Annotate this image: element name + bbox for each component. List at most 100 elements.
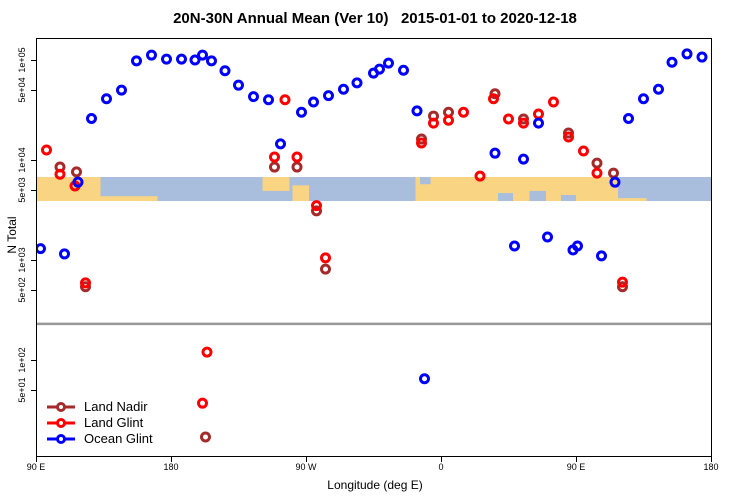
y-tick xyxy=(31,260,36,261)
x-tick-label: 90 W xyxy=(295,462,317,472)
data-point-land-glint xyxy=(41,144,52,156)
data-point-land-glint xyxy=(416,137,427,149)
data-point-ocean-glint xyxy=(323,90,334,102)
data-point-ocean-glint xyxy=(398,64,409,76)
data-point-ocean-glint xyxy=(86,113,97,125)
y-tick-label: 5e+01 xyxy=(17,377,27,403)
data-point-ocean-glint xyxy=(263,94,274,106)
legend-marker-icon xyxy=(47,401,75,412)
plot-area xyxy=(36,38,712,457)
x-tick xyxy=(36,457,37,462)
x-tick-label: 90 E xyxy=(566,462,586,472)
data-point-land-glint xyxy=(291,151,303,163)
data-point-land-nadir xyxy=(617,281,628,293)
data-point-ocean-glint xyxy=(72,176,84,188)
data-point-ocean-glint xyxy=(59,248,70,260)
y-tick xyxy=(31,60,36,61)
data-point-land-glint xyxy=(201,346,213,358)
y-tick-label: 5e+03 xyxy=(17,177,27,203)
data-point-land-nadir xyxy=(291,161,303,173)
data-point-land-glint xyxy=(563,131,574,143)
data-point-land-nadir xyxy=(71,166,82,178)
x-tick xyxy=(576,457,577,462)
y-tick-label: 5e+04 xyxy=(17,77,27,103)
data-point-ocean-glint xyxy=(275,138,286,150)
data-point-ocean-glint xyxy=(518,153,529,165)
data-point-land-nadir xyxy=(591,157,603,169)
legend-marker-icon xyxy=(47,417,75,428)
data-point-land-nadir xyxy=(563,127,574,139)
y-tick xyxy=(31,160,36,161)
data-point-land-glint xyxy=(320,252,331,264)
data-point-land-nadir xyxy=(80,281,91,293)
y-tick xyxy=(31,390,36,392)
data-point-ocean-glint xyxy=(542,231,553,243)
data-point-ocean-glint xyxy=(338,83,349,95)
data-point-ocean-glint xyxy=(533,117,544,129)
data-point-ocean-glint xyxy=(609,176,621,188)
y-tick xyxy=(31,290,36,292)
data-point-ocean-glint xyxy=(572,240,583,252)
y-tick xyxy=(31,190,36,192)
legend: Land Nadir Land Glint Ocean Glint xyxy=(46,399,153,446)
data-point-ocean-glint xyxy=(101,93,112,105)
legend-label: Land Glint xyxy=(84,415,144,430)
data-point-ocean-glint xyxy=(666,56,678,68)
data-point-ocean-glint xyxy=(509,240,520,252)
x-tick-label: 0 xyxy=(438,462,444,472)
data-point-ocean-glint xyxy=(681,48,693,60)
data-point-ocean-glint xyxy=(623,113,634,125)
data-point-land-glint xyxy=(80,277,91,289)
data-point-land-glint xyxy=(443,114,454,126)
data-point-land-glint xyxy=(269,151,280,163)
data-point-land-glint xyxy=(488,93,499,105)
data-point-land-glint xyxy=(578,145,589,157)
data-point-land-glint xyxy=(548,96,559,108)
map-band-land xyxy=(618,198,647,201)
x-tick xyxy=(306,457,307,462)
data-point-land-glint xyxy=(591,167,603,179)
data-point-ocean-glint xyxy=(696,51,708,63)
y-tick xyxy=(31,360,36,361)
data-point-land-glint xyxy=(503,113,514,125)
data-point-land-nadir xyxy=(489,88,501,100)
data-point-ocean-glint xyxy=(206,55,217,67)
data-point-ocean-glint xyxy=(248,91,259,103)
data-point-ocean-glint xyxy=(489,147,501,159)
legend-marker-icon xyxy=(47,433,75,444)
data-point-ocean-glint xyxy=(308,96,319,108)
data-point-ocean-glint xyxy=(411,105,423,117)
map-band-land xyxy=(262,177,290,191)
x-tick xyxy=(441,457,442,462)
data-point-land-glint xyxy=(458,106,469,118)
legend-entry: Land Nadir xyxy=(46,399,153,414)
data-point-ocean-glint xyxy=(161,53,172,65)
map-band-ocean-notch xyxy=(420,177,431,185)
map-band-land xyxy=(415,177,618,201)
data-point-land-glint xyxy=(474,170,486,182)
y-tick xyxy=(31,90,36,92)
data-point-land-glint xyxy=(533,108,544,120)
legend-label: Ocean Glint xyxy=(84,431,153,446)
map-band-land xyxy=(292,185,309,201)
data-point-ocean-glint xyxy=(596,250,607,262)
data-point-ocean-glint xyxy=(374,63,385,75)
data-point-ocean-glint xyxy=(351,77,363,89)
data-point-land-glint xyxy=(197,397,208,409)
map-band-ocean-notch xyxy=(529,190,546,201)
data-point-ocean-glint xyxy=(176,53,187,65)
data-point-ocean-glint xyxy=(189,54,201,66)
x-tick-label: 180 xyxy=(703,462,719,472)
data-point-land-nadir xyxy=(200,431,211,443)
legend-label: Land Nadir xyxy=(84,399,148,414)
data-point-land-glint xyxy=(518,117,529,129)
data-point-ocean-glint xyxy=(197,49,208,61)
x-tick-label: 180 xyxy=(163,462,179,472)
y-tick-label: 5e+02 xyxy=(17,277,27,303)
data-point-ocean-glint xyxy=(219,65,231,77)
data-point-ocean-glint xyxy=(146,49,157,61)
data-point-ocean-glint xyxy=(233,79,244,91)
data-point-land-glint xyxy=(428,117,439,129)
data-point-land-nadir xyxy=(416,133,427,145)
